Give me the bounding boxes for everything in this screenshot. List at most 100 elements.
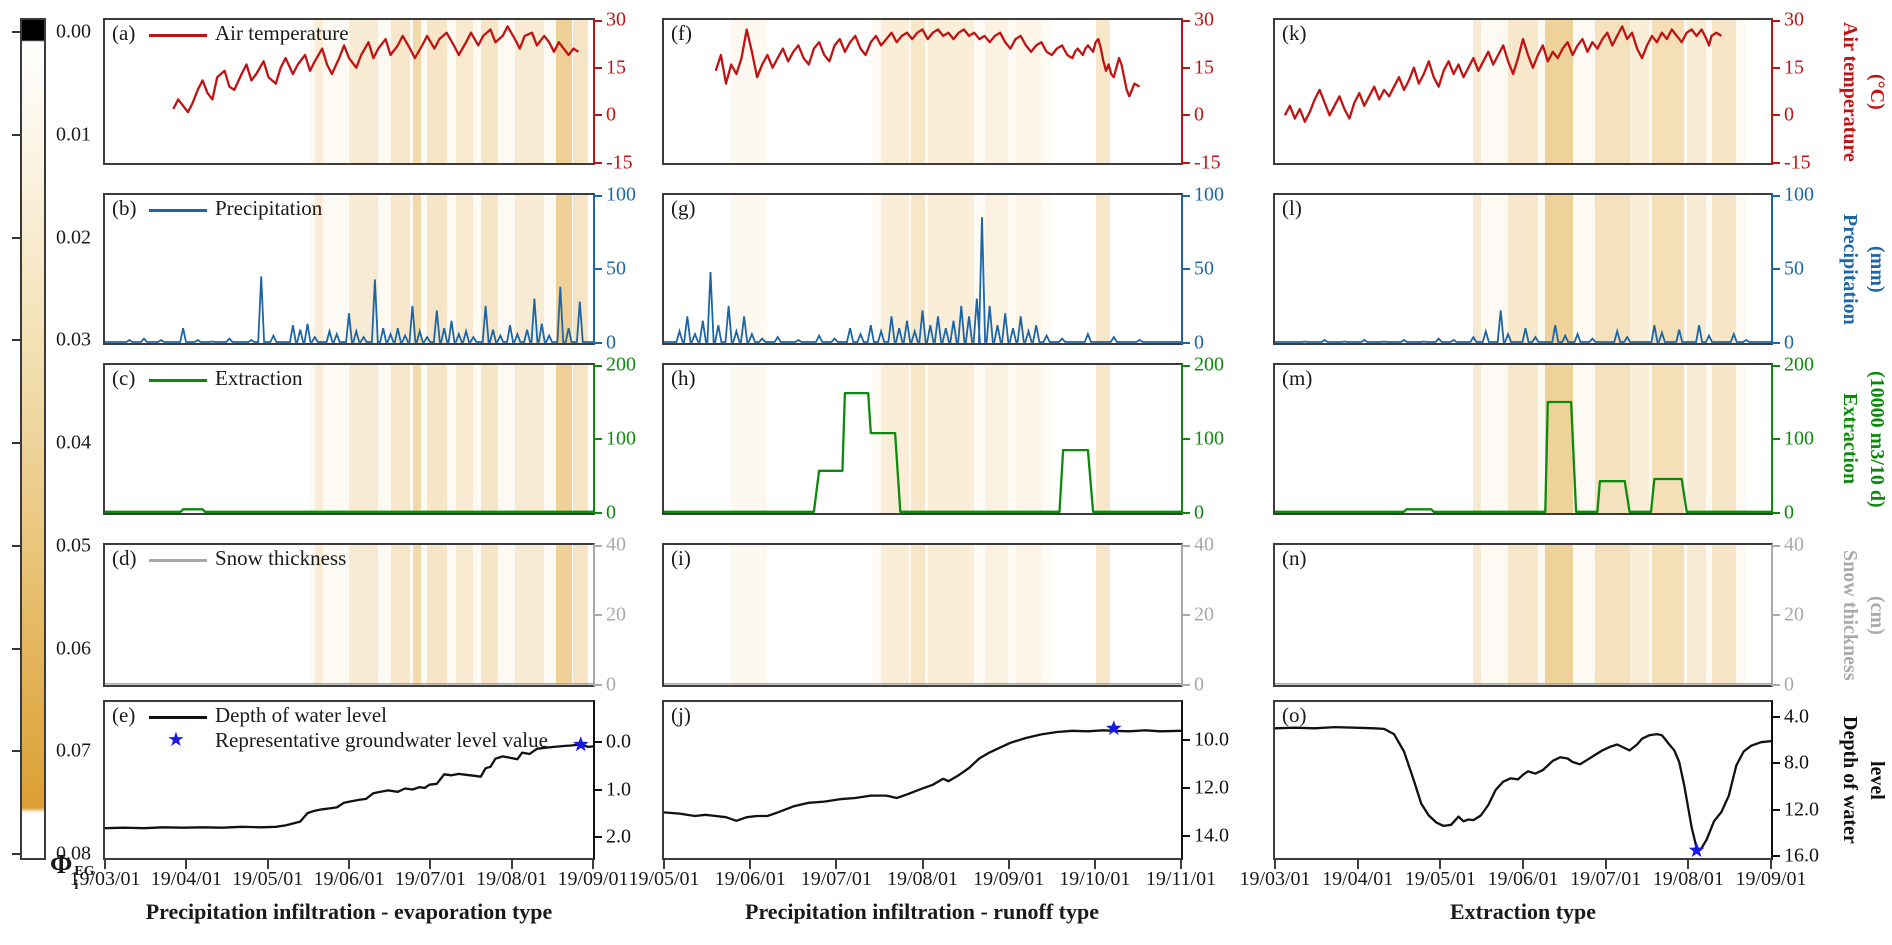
y-axis-tick (1771, 715, 1780, 718)
panel-n: (n) 40 20 0 (1273, 534, 1804, 696)
phi-superscript: EG (74, 864, 95, 879)
phi-band (456, 545, 474, 685)
x-axis-tick (592, 860, 594, 869)
axis-title-precipitation: Precipitation (mm) (1836, 193, 1892, 345)
phi-band (413, 20, 422, 163)
y-tick-label: 100 (606, 183, 636, 206)
panel-letter: (e) (112, 703, 136, 727)
y-axis-tick (1181, 365, 1190, 367)
legend-line-sample (149, 559, 207, 562)
representative-groundwater-star-marker (1688, 842, 1705, 857)
panel-letter: (n) (1282, 546, 1307, 570)
phi-band (1652, 545, 1685, 685)
phi-band (1652, 20, 1685, 163)
y-tick-label: -15 (606, 151, 633, 174)
panel-k: (k) 30 15 0 -15 (1273, 9, 1811, 174)
y-tick-label: 10.0 (1194, 728, 1229, 751)
phi-band (881, 20, 910, 163)
precipitation-line (105, 276, 593, 343)
x-tick-label: 19/03/01 (1239, 868, 1311, 890)
panel-letter: (d) (112, 546, 137, 570)
phi-band (1473, 545, 1481, 685)
colorbar-tick-label: 0.04 (56, 431, 91, 454)
y-tick-label: 0 (606, 501, 616, 524)
x-axis-tick (1770, 860, 1772, 869)
phi-band (556, 545, 573, 685)
phi-band (1629, 195, 1650, 343)
phi-band (1473, 365, 1747, 513)
x-tick-label: 19/06/01 (1487, 868, 1559, 890)
x-axis-tick (1274, 860, 1276, 869)
y-tick-label: 8.0 (1784, 751, 1809, 774)
phi-band (984, 545, 1008, 685)
extraction-line (105, 508, 593, 513)
panel-c: (c) Extraction 200 100 0 (103, 354, 636, 524)
chart-canvas-j (664, 720, 1181, 822)
y-tick-label: 20 (1784, 603, 1804, 626)
phi-band (984, 365, 1008, 513)
phi-band (1015, 545, 1042, 685)
phi-band (390, 20, 410, 163)
depth_of_water_level-line (664, 729, 1181, 822)
phi-band (514, 365, 545, 513)
panel-letter: (f) (671, 21, 692, 45)
phi-band (1686, 195, 1707, 343)
phi-band (310, 545, 554, 685)
x-axis-tick (1007, 860, 1010, 869)
y-tick-label: 100 (606, 427, 636, 450)
axis-title-depth-of-water-level: Depth of water level (m) (1836, 700, 1892, 860)
panel-letter: (o) (1282, 703, 1307, 727)
y-tick-label: 0 (606, 331, 616, 354)
phi-band (572, 545, 589, 685)
chart-canvas-g (664, 217, 1181, 343)
x-axis-tick (429, 860, 432, 869)
axis-title-text: Depth of water level (1839, 716, 1888, 844)
phi-band (1473, 20, 1481, 163)
panel-letter: (k) (1282, 21, 1307, 45)
y-axis-tick (1771, 162, 1780, 164)
y-axis-tick (1181, 739, 1190, 742)
panel-letter: (l) (1282, 196, 1302, 220)
phi-band (1545, 195, 1573, 343)
panel-letter: (c) (112, 366, 136, 390)
y-axis-tick (1771, 438, 1780, 440)
y-axis-tick (1181, 342, 1190, 344)
y-tick-label: 30 (1194, 8, 1214, 31)
phi-band (390, 195, 410, 343)
x-tick-label: 19/06/01 (714, 868, 786, 890)
y-axis-tick (1771, 512, 1780, 514)
y-tick-label: 2.0 (606, 825, 631, 848)
y-axis-tick (593, 342, 602, 344)
panel-a: (a) Air temperature 30 15 0 -15 (103, 9, 633, 174)
phi-band (1095, 365, 1111, 513)
phi-band (1594, 365, 1630, 513)
panel-d: (d) Snow thickness 40 20 0 (103, 534, 626, 696)
colorbar-tick-label: 0.08 (56, 842, 91, 865)
phi-band (1473, 195, 1747, 343)
phi-band (911, 195, 926, 343)
x-axis-tick (510, 860, 513, 869)
panel-o: (o) 4.0 8.0 12.0 16.0 19/03/01 19/04/01 19/05/0… (1239, 700, 1819, 890)
y-axis-tick (593, 614, 602, 616)
phi-band (927, 20, 975, 163)
y-axis-tick (593, 741, 602, 744)
legend-line-sample (149, 209, 207, 212)
y-axis-tick (1181, 684, 1190, 686)
y-axis-tick (1771, 114, 1780, 117)
phi-band (480, 20, 498, 163)
phi-band (572, 365, 589, 513)
colorbar-tick-label: 0.03 (56, 328, 91, 351)
y-axis-tick (1771, 66, 1780, 69)
phi-band (1095, 545, 1111, 685)
x-tick-label: 19/08/01 (886, 868, 959, 890)
phi-band (870, 20, 1052, 163)
y-axis-tick (1771, 762, 1780, 765)
phi-band (1686, 545, 1707, 685)
axis-title-extraction: Extraction (10000 m3/10 d) (1836, 363, 1892, 515)
chart-canvas-l (1275, 310, 1771, 343)
y-axis-tick (593, 365, 602, 367)
panel-l: (l) 100 50 0 (1273, 184, 1814, 354)
panel-letter: (h) (671, 366, 696, 390)
axis-title-unit: (mm) (1866, 245, 1888, 293)
